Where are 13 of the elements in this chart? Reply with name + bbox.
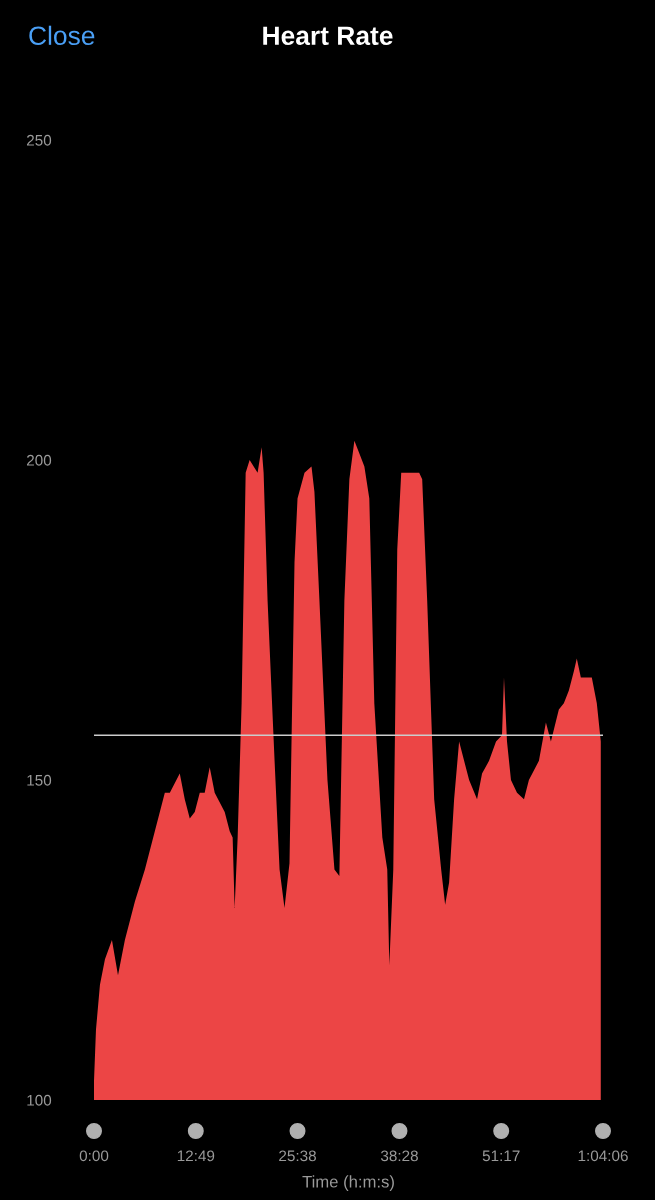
- x-tick-label: 0:00: [79, 1150, 109, 1162]
- y-tick-label: 150: [27, 774, 52, 786]
- x-tick-label: 25:38: [279, 1150, 316, 1162]
- text: Close: [29, 25, 95, 46]
- y-tick-label: 200: [26, 454, 52, 466]
- x-tick-label: 38:28: [380, 1150, 418, 1162]
- x-tick-label: 51:17: [482, 1150, 520, 1162]
- chart-title: Heart Rate: [263, 26, 393, 46]
- x-tick-label: 12:49: [177, 1150, 215, 1162]
- y-tick-label: 250: [26, 134, 52, 146]
- x-tick-label: 1:04:06: [578, 1150, 628, 1162]
- y-tick-label: 100: [27, 1094, 52, 1106]
- x-axis-title: Time (h:m:s): [302, 1175, 394, 1191]
